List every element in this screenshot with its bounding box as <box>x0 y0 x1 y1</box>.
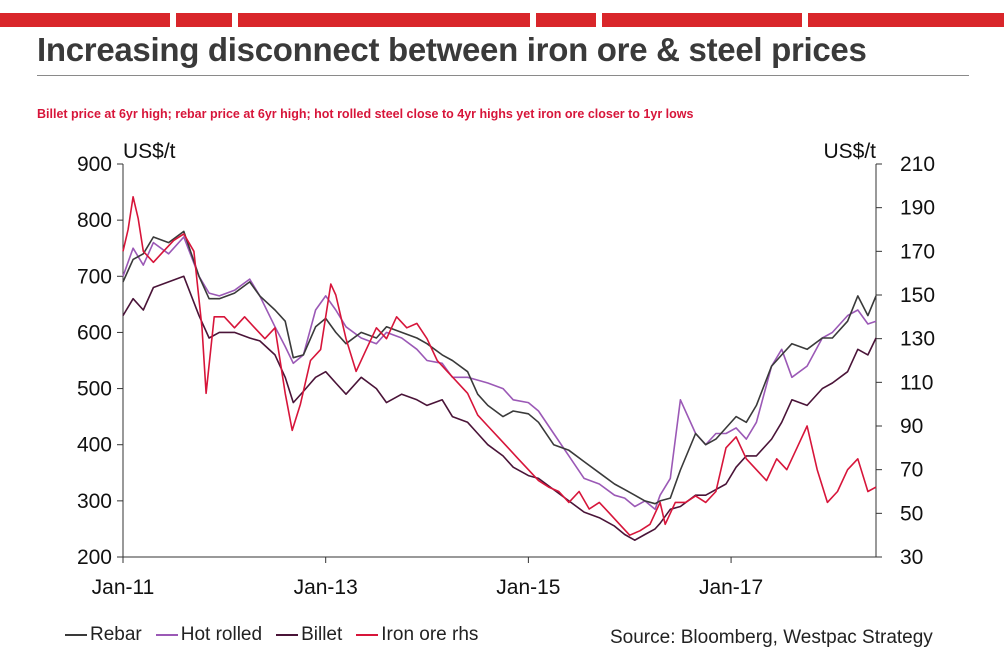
x-tick-label: Jan-13 <box>294 576 358 599</box>
legend-label: Iron ore rhs <box>381 624 479 645</box>
band-segment <box>808 13 1004 27</box>
right-axis-unit: US$/t <box>823 140 876 163</box>
band-segment <box>238 13 530 27</box>
legend-item-iron-ore: Iron ore rhs <box>356 624 478 646</box>
band-segment <box>0 13 170 27</box>
source-note: Source: Bloomberg, Westpac Strategy <box>610 627 933 648</box>
chart-subtitle: Billet price at 6yr high; rebar price at… <box>37 107 694 121</box>
left-tick-label: 200 <box>77 546 112 569</box>
legend-label: Rebar <box>90 624 142 645</box>
right-tick-label: 170 <box>900 240 935 263</box>
legend-swatch <box>356 634 379 636</box>
legend-item-billet: Billet <box>276 624 342 646</box>
band-segment <box>602 13 802 27</box>
right-tick-label: 150 <box>900 284 935 307</box>
series-line-hot-rolled <box>122 236 877 511</box>
legend-swatch <box>155 634 178 636</box>
right-tick-label: 70 <box>900 459 923 482</box>
series-line-rebar <box>122 230 877 505</box>
chart-axes: 900 800 700 600 500 400 300 200 210 190 170 150 130 1… <box>77 153 935 599</box>
series-line-iron-ore-rhs <box>122 196 877 537</box>
series-line-billet <box>122 275 877 542</box>
chart-legend: Rebar Hot rolled Billet Iron ore rhs <box>65 624 478 646</box>
right-tick-label: 130 <box>900 328 935 351</box>
left-tick-label: 900 <box>77 153 112 176</box>
legend-swatch <box>65 634 87 636</box>
left-tick-label: 500 <box>77 378 112 401</box>
legend-label: Hot rolled <box>180 624 263 645</box>
right-tick-label: 210 <box>900 153 935 176</box>
header-band <box>0 13 1004 27</box>
title-divider <box>37 75 969 76</box>
left-tick-label: 300 <box>77 490 112 513</box>
right-tick-label: 50 <box>900 502 923 525</box>
legend-item-rebar: Rebar <box>65 624 142 646</box>
x-tick-label: Jan-15 <box>496 576 560 599</box>
legend-item-hot-rolled: Hot rolled <box>155 624 263 646</box>
band-segment <box>176 13 232 27</box>
band-segment <box>536 13 596 27</box>
left-tick-label: 700 <box>77 265 112 288</box>
left-tick-label: 600 <box>77 321 112 344</box>
page-title: Increasing disconnect between iron ore &… <box>37 31 867 68</box>
chart-series <box>122 196 877 542</box>
left-tick-label: 400 <box>77 434 112 457</box>
right-tick-label: 30 <box>900 546 923 569</box>
left-axis-unit: US$/t <box>123 140 176 163</box>
right-tick-label: 110 <box>900 371 933 394</box>
right-tick-label: 190 <box>900 197 935 220</box>
x-tick-label: Jan-11 <box>92 576 155 599</box>
legend-swatch <box>276 634 299 636</box>
legend-label: Billet <box>301 624 343 645</box>
x-tick-label: Jan-17 <box>699 576 763 599</box>
left-tick-label: 800 <box>77 209 112 232</box>
right-tick-label: 90 <box>900 415 923 438</box>
